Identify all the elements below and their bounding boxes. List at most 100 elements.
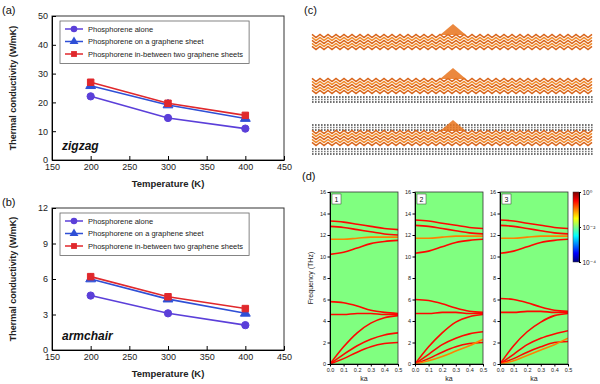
phosphorene-row xyxy=(312,87,592,90)
phosphorene-row xyxy=(312,90,592,93)
x-tick-label: 0.4 xyxy=(381,367,389,373)
y-tick: 8 xyxy=(323,275,330,281)
x-tick-label: 0.0 xyxy=(327,367,335,373)
y-tick: 20 xyxy=(38,98,56,108)
y-tick-mark xyxy=(52,160,56,161)
y-tick-label: 10 xyxy=(405,254,411,260)
legend-label: Phosphorene in-between two graphene shee… xyxy=(88,50,243,59)
phonon-band xyxy=(330,302,398,314)
y-tick: 16 xyxy=(320,189,330,195)
phosphorene-row xyxy=(312,142,592,145)
phosphorene-row xyxy=(312,40,592,43)
x-tick: 0.5 xyxy=(395,364,403,373)
y-tick-label: 0 xyxy=(43,345,48,355)
x-axis-title: ka xyxy=(360,375,368,382)
x-tick-mark xyxy=(284,156,285,160)
x-axis-line xyxy=(501,364,569,365)
y-tick-mark xyxy=(52,350,56,351)
x-tick: 0.4 xyxy=(381,364,389,373)
series-marker xyxy=(165,294,171,300)
series-marker xyxy=(165,100,171,106)
y-tick-mark xyxy=(328,300,331,301)
phonon-band xyxy=(500,311,568,312)
y-tick: 4 xyxy=(493,318,500,324)
y-axis: 0246810121416 xyxy=(405,189,416,367)
x-tick-label: 0.0 xyxy=(412,367,420,373)
y-tick: 40 xyxy=(38,40,56,50)
y-tick-label: 12 xyxy=(38,203,48,213)
y-tick: 12 xyxy=(320,232,330,238)
panel-label: (b) xyxy=(2,196,15,208)
y-tick: 14 xyxy=(405,211,415,217)
x-tick: 300 xyxy=(161,346,176,362)
y-tick-mark xyxy=(52,74,56,75)
colorbar-tick: 10⁻² xyxy=(579,224,596,231)
graphene-row xyxy=(312,153,594,154)
y-tick-label: 3 xyxy=(43,310,48,320)
figure: (a)15020025030035040045001020304050Tempe… xyxy=(0,0,600,384)
x-tick-mark xyxy=(245,346,246,350)
y-tick-mark xyxy=(52,244,56,245)
y-tick-mark xyxy=(328,214,331,215)
colorbar-tick-mark xyxy=(579,227,581,228)
y-tick-label: 8 xyxy=(493,275,496,281)
panel-label: (a) xyxy=(2,4,15,16)
y-tick: 14 xyxy=(320,211,330,217)
x-axis-line xyxy=(416,364,484,365)
x-tick: 0.2 xyxy=(354,364,362,373)
phonon-band xyxy=(500,220,568,229)
y-tick-label: 2 xyxy=(408,340,411,346)
y-tick-mark xyxy=(52,102,56,103)
plot-frame xyxy=(52,208,284,350)
x-tick-label: 300 xyxy=(161,162,176,172)
y-tick-mark xyxy=(328,257,331,258)
annotation: armchair xyxy=(62,329,114,343)
y-tick-mark xyxy=(328,235,331,236)
y-tick-label: 6 xyxy=(493,297,496,303)
y-tick-label: 16 xyxy=(490,189,496,195)
legend-marker xyxy=(71,26,78,33)
x-axis: 0.00.10.20.30.40.5 xyxy=(412,364,488,373)
x-tick: 0.4 xyxy=(551,364,559,373)
legend-box xyxy=(60,213,249,256)
x-tick-label: 0.1 xyxy=(510,367,518,373)
subplot-title: 2 xyxy=(420,196,424,203)
x-tick-label: 400 xyxy=(238,352,253,362)
x-tick: 0.2 xyxy=(524,364,532,373)
plot-area xyxy=(415,192,483,364)
x-tick: 250 xyxy=(122,346,137,362)
colorbar-tick-mark xyxy=(579,192,581,193)
x-tick-label: 450 xyxy=(277,162,292,172)
y-tick-mark xyxy=(413,235,416,236)
series-marker xyxy=(163,99,173,108)
x-tick-label: 400 xyxy=(238,162,253,172)
y-tick-mark xyxy=(413,364,416,365)
x-tick-label: 450 xyxy=(277,352,292,362)
plot-area xyxy=(500,192,568,364)
y-tick-mark xyxy=(52,208,56,209)
y-tick-mark xyxy=(498,278,501,279)
graphene-row xyxy=(312,99,594,100)
x-tick: 0.0 xyxy=(327,364,335,373)
y-axis-title: Thermal conductivity (W/mK) xyxy=(8,26,18,151)
y-tick-mark xyxy=(52,279,56,280)
x-tick-mark xyxy=(207,156,208,160)
x-tick-label: 300 xyxy=(161,352,176,362)
x-tick: 350 xyxy=(200,156,215,172)
colorbar-tick-mark xyxy=(579,262,581,263)
x-tick-mark xyxy=(168,156,169,160)
y-tick-label: 2 xyxy=(493,340,496,346)
graphene-row xyxy=(312,96,594,97)
phonon-band xyxy=(330,240,398,254)
phonon-band xyxy=(415,300,483,313)
y-tick-label: 10 xyxy=(320,254,326,260)
y-tick-label: 12 xyxy=(405,232,411,238)
phonon-band xyxy=(500,313,568,364)
y-axis: 0246810121416 xyxy=(490,189,501,367)
heatmap-panel: (d)Frequency (THz)0.00.10.20.30.40.50246… xyxy=(302,170,596,382)
line-chart: (a)15020025030035040045001020304050Tempe… xyxy=(2,4,292,189)
x-tick-mark xyxy=(207,346,208,350)
graphene-row xyxy=(312,101,594,102)
y-tick-mark xyxy=(498,343,501,344)
phonon-band xyxy=(415,239,483,253)
